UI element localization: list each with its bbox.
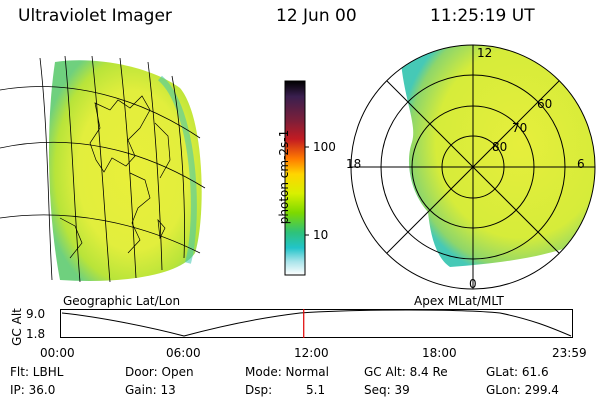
lat-label-80: 80	[492, 140, 508, 154]
polar-grid	[350, 44, 596, 290]
date-label: 12 Jun 00	[276, 6, 357, 26]
geographic-image	[0, 55, 206, 283]
info-glat: GLat: 61.6	[486, 365, 549, 379]
info-gc-alt: GC Alt: 8.4 Re	[364, 365, 448, 379]
altitude-ytick-high: 9.0	[26, 307, 46, 321]
lat-label-60: 60	[537, 97, 553, 111]
polar-caption: Apex MLat/MLT	[414, 294, 504, 308]
geographic-limb-glow	[157, 75, 197, 264]
geographic-emission	[48, 60, 202, 281]
instrument-title: Ultraviolet Imager	[18, 6, 172, 26]
polar-emission	[400, 45, 595, 267]
geographic-caption: Geographic Lat/Lon	[63, 294, 181, 308]
mlt-label-12: 12	[477, 46, 493, 60]
polar-plot	[350, 44, 596, 290]
time-label: 11:25:19 UT	[430, 6, 535, 26]
xtick-1800: 18:00	[422, 346, 457, 360]
altitude-plot	[60, 309, 573, 338]
info-ip: IP: 36.0	[10, 383, 56, 397]
xtick-1200: 12:00	[294, 346, 329, 360]
altitude-ytick-low: 1.8	[26, 327, 46, 341]
mlt-label-18: 18	[346, 157, 362, 171]
lat-label-70: 70	[512, 121, 528, 135]
xtick-0000: 00:00	[40, 346, 75, 360]
altitude-ylabel: GC Alt	[10, 308, 24, 346]
info-dsp: Dsp:	[245, 383, 273, 397]
info-mode: Mode: Normal	[245, 365, 329, 379]
info-filter: Flt: LBHL	[10, 365, 64, 379]
info-glon: GLon: 299.4	[486, 383, 559, 397]
altitude-curve	[61, 309, 572, 337]
colorbar-unit-label: photon cm-2s-1	[277, 129, 291, 225]
mlt-label-6: 6	[577, 157, 585, 171]
mlt-label-0: 0	[469, 277, 477, 291]
xtick-2359: 23:59	[552, 346, 587, 360]
coastline	[59, 95, 171, 259]
colorbar-tick-100: 100	[313, 140, 336, 154]
info-seq: Seq: 39	[364, 383, 410, 397]
info-gain: Gain: 13	[125, 383, 176, 397]
info-dsp-value: 5.1	[306, 383, 326, 397]
xtick-0600: 06:00	[166, 346, 201, 360]
geographic-grid	[0, 55, 206, 283]
info-door: Door: Open	[125, 365, 194, 379]
colorbar-tick-10: 10	[313, 228, 329, 242]
colorbar	[284, 80, 309, 276]
